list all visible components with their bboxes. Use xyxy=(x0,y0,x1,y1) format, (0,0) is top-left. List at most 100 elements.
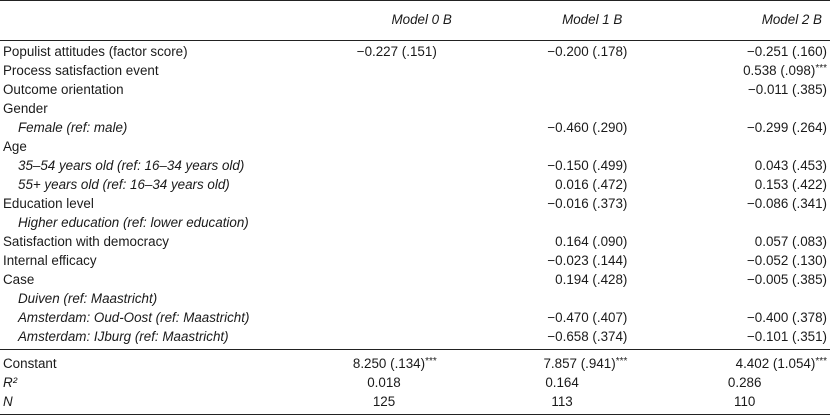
cell-model-1 xyxy=(497,213,663,232)
footer-model-1: 113 xyxy=(551,394,573,409)
cell-model-2: 0.153 (.422) xyxy=(754,177,827,192)
footer-model-2: 4.402 (1.054)*** xyxy=(735,356,827,371)
row-label: 35–54 years old (ref: 16–34 years old) xyxy=(18,158,245,173)
top-rule xyxy=(0,0,830,1)
cell-model-2: −0.052 (.130) xyxy=(746,253,827,268)
row-label: Process satisfaction event xyxy=(3,63,159,78)
row-label: Higher education (ref: lower education) xyxy=(18,215,249,230)
footer-label: N xyxy=(3,394,13,409)
table-row: 35–54 years old (ref: 16–34 years old) −0… xyxy=(0,156,830,175)
cell-model-0: −0.227 (.151) xyxy=(356,44,437,59)
table-row: 55+ years old (ref: 16–34 years old) 0.01… xyxy=(0,175,830,194)
footer-spacer xyxy=(0,346,830,354)
table-row: Higher education (ref: lower education) xyxy=(0,213,830,232)
header-model-1: Model 1 B xyxy=(562,12,623,27)
header-rule xyxy=(0,40,830,41)
table-row: Gender xyxy=(0,99,830,118)
footer-model-2: 0.286 xyxy=(727,375,762,390)
footer-model-0: 8.250 (.134)*** xyxy=(352,356,437,371)
footer-model-1: 0.164 xyxy=(545,375,579,390)
cell-model-2: −0.251 (.160) xyxy=(746,44,827,59)
row-label: Amsterdam: IJburg (ref: Maastricht) xyxy=(18,329,229,344)
cell-model-0 xyxy=(331,289,497,308)
table-row: Satisfaction with democracy 0.164 (.090) 0… xyxy=(0,232,830,251)
footer-model-2: 110 xyxy=(734,394,756,409)
table-row: Populist attitudes (factor score) −0.227 … xyxy=(0,42,830,61)
cell-model-1 xyxy=(497,80,663,99)
cell-model-1 xyxy=(497,61,663,80)
cell-model-2: −0.086 (.341) xyxy=(746,196,827,211)
header-model-2: Model 2 B xyxy=(761,12,822,27)
row-label: Education level xyxy=(3,196,94,211)
table-row: Internal efficacy −0.023 (.144) −0.052 (.1… xyxy=(0,251,830,270)
footer-label: Constant xyxy=(3,356,57,371)
bottom-rule xyxy=(0,414,830,415)
cell-model-0 xyxy=(331,270,497,289)
cell-model-2: 0.057 (.083) xyxy=(754,234,827,249)
cell-model-2 xyxy=(662,289,830,308)
header-model-0: Model 0 B xyxy=(391,12,452,27)
cell-model-2 xyxy=(662,137,830,156)
row-label: Case xyxy=(3,272,35,287)
cell-model-1: −0.470 (.407) xyxy=(547,310,628,325)
cell-model-1 xyxy=(497,289,663,308)
table-row: Education level −0.016 (.373) −0.086 (.341… xyxy=(0,194,830,213)
table-row: Outcome orientation −0.011 (.385) xyxy=(0,80,830,99)
table-row: Case 0.194 (.428) −0.005 (.385) xyxy=(0,270,830,289)
row-label: Internal efficacy xyxy=(3,253,97,268)
table-row: Duiven (ref: Maastricht) xyxy=(0,289,830,308)
cell-model-2: −0.005 (.385) xyxy=(746,272,827,287)
cell-model-1: −0.016 (.373) xyxy=(547,196,628,211)
table-row: Age xyxy=(0,137,830,156)
cell-model-0 xyxy=(331,80,497,99)
row-label: Outcome orientation xyxy=(3,82,124,97)
cell-model-0 xyxy=(331,213,497,232)
row-label: Gender xyxy=(3,101,48,116)
cell-model-0 xyxy=(331,118,497,137)
cell-model-2: −0.299 (.264) xyxy=(746,120,827,135)
footer-model-0: 0.018 xyxy=(367,375,401,390)
row-label: 55+ years old (ref: 16–34 years old) xyxy=(18,177,230,192)
cell-model-0 xyxy=(331,175,497,194)
cell-model-0 xyxy=(331,232,497,251)
table-row: Process satisfaction event 0.538 (.098)**… xyxy=(0,61,830,80)
footer-row: N 125 113 110 xyxy=(0,392,830,411)
cell-model-0 xyxy=(331,156,497,175)
cell-model-1: −0.460 (.290) xyxy=(547,120,628,135)
footer-model-1: 7.857 (.941)*** xyxy=(543,356,628,371)
cell-model-1: −0.150 (.499) xyxy=(547,158,628,173)
cell-model-2 xyxy=(662,213,830,232)
header-row: Model 0 B Model 1 B Model 2 B xyxy=(0,6,830,34)
row-label: Satisfaction with democracy xyxy=(3,234,169,249)
row-label: Amsterdam: Oud-Oost (ref: Maastricht) xyxy=(18,310,250,325)
footer-model-0: 125 xyxy=(372,394,396,409)
cell-model-0 xyxy=(331,194,497,213)
cell-model-2: 0.538 (.098)*** xyxy=(743,63,827,78)
cell-model-1 xyxy=(497,99,663,118)
cell-model-1: 0.164 (.090) xyxy=(555,234,628,249)
cell-model-0 xyxy=(331,137,497,156)
cell-model-0 xyxy=(331,308,497,327)
footer-rule xyxy=(0,349,830,350)
row-label: Populist attitudes (factor score) xyxy=(3,44,188,59)
cell-model-1 xyxy=(497,137,663,156)
table-row: Female (ref: male) −0.460 (.290) −0.299 (.… xyxy=(0,118,830,137)
cell-model-2: −0.011 (.385) xyxy=(747,82,827,97)
row-label: Age xyxy=(3,139,27,154)
cell-model-0 xyxy=(331,99,497,118)
cell-model-1: −0.658 (.374) xyxy=(547,329,628,344)
cell-model-2: −0.400 (.378) xyxy=(746,310,827,325)
cell-model-2: 0.043 (.453) xyxy=(754,158,827,173)
cell-model-2: −0.101 (.351) xyxy=(746,329,827,344)
row-label: Duiven (ref: Maastricht) xyxy=(18,291,158,306)
footer-row: Constant 8.250 (.134)*** 7.857 (.941)*** 4.… xyxy=(0,354,830,373)
cell-model-0 xyxy=(331,251,497,270)
cell-model-1: 0.016 (.472) xyxy=(555,177,628,192)
table-row: Amsterdam: IJburg (ref: Maastricht) −0.65… xyxy=(0,327,830,346)
header-spacer xyxy=(0,34,830,42)
cell-model-1: 0.194 (.428) xyxy=(555,272,628,287)
cell-model-0 xyxy=(331,61,497,80)
footer-label: R² xyxy=(3,375,18,390)
row-label: Female (ref: male) xyxy=(18,120,128,135)
